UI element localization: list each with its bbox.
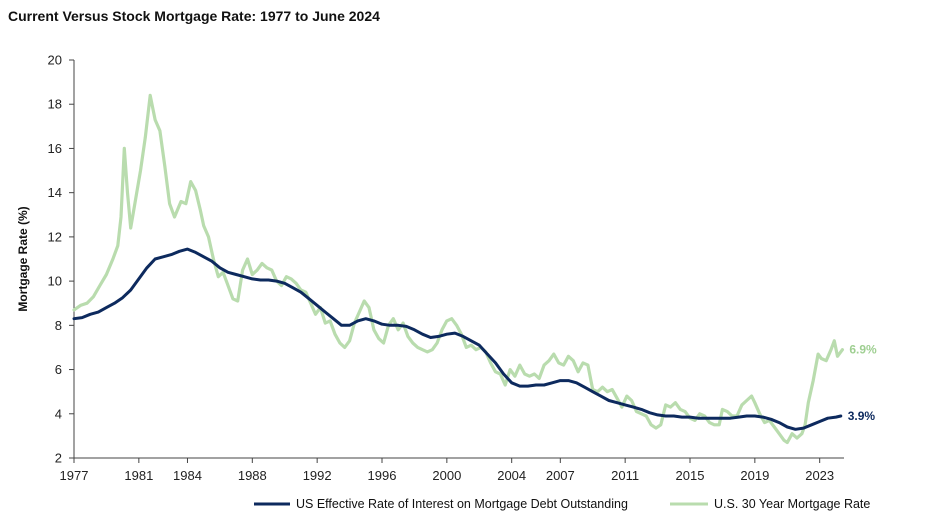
y-tick-label: 2 — [55, 451, 62, 466]
x-tick-label: 1996 — [368, 468, 397, 483]
series-layer: 6.9% 3.9% — [72, 93, 877, 445]
x-tick-label: 2011 — [611, 468, 639, 483]
y-tick-label: 14 — [48, 185, 62, 200]
x-tick-label: 1988 — [238, 468, 267, 483]
legend: US Effective Rate of Interest on Mortgag… — [254, 497, 870, 511]
x-tick-label: 2019 — [740, 468, 769, 483]
series-end-label-0: 3.9% — [848, 409, 876, 423]
y-tick-label: 8 — [55, 318, 62, 333]
x-tick-label: 2004 — [497, 468, 526, 483]
chart-title: Current Versus Stock Mortgage Rate: 1977… — [8, 8, 380, 24]
y-tick-label: 10 — [48, 274, 62, 289]
x-tick-label: 1984 — [173, 468, 202, 483]
series-line-0 — [72, 247, 843, 431]
x-tick-label: 2023 — [805, 468, 834, 483]
series-end-label-1: 6.9% — [849, 343, 877, 357]
y-tick-label: 12 — [48, 229, 62, 244]
legend-label-0: US Effective Rate of Interest on Mortgag… — [296, 497, 628, 511]
y-tick-label: 6 — [55, 362, 62, 377]
legend-label-1: U.S. 30 Year Mortgage Rate — [714, 497, 870, 511]
y-axis-label: Mortgage Rate (%) — [16, 206, 30, 311]
x-tick-label: 1977 — [60, 468, 89, 483]
x-tick-label: 2015 — [676, 468, 705, 483]
y-tick-label: 20 — [48, 53, 62, 68]
axes: 2 4 6 8 10 12 14 16 18 20 1977 1981 1984 1988 1992 1996… — [16, 53, 844, 483]
x-tick-label: 1992 — [303, 468, 332, 483]
x-tick-label: 2007 — [546, 468, 575, 483]
x-tick-label: 1981 — [124, 468, 153, 483]
y-tick-label: 16 — [48, 141, 62, 156]
y-tick-label: 4 — [55, 406, 62, 421]
series-line-1 — [72, 93, 844, 445]
x-tick-label: 2000 — [432, 468, 461, 483]
y-tick-label: 18 — [48, 97, 62, 112]
